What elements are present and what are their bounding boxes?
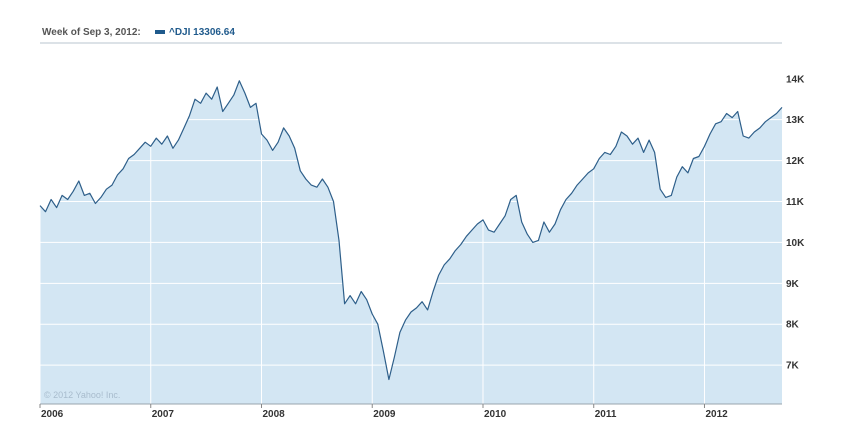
plot-area — [39, 44, 783, 405]
y-tick-label: 10K — [786, 238, 805, 249]
y-tick-label: 12K — [786, 156, 805, 167]
y-tick-label: 8K — [786, 320, 800, 331]
copyright-text: © 2012 Yahoo! Inc. — [44, 390, 120, 400]
legend-swatch — [155, 30, 165, 34]
grid-lines — [39, 44, 782, 404]
x-tick-label: 2012 — [705, 409, 728, 420]
dji-series-line — [39, 80, 783, 381]
x-tick-label: 2006 — [41, 409, 64, 420]
series-legend-label: ^DJI 13306.64 — [169, 27, 235, 38]
x-tick-label: 2009 — [373, 409, 396, 420]
x-tick-label: 2011 — [595, 409, 617, 420]
x-tick-label: 2007 — [152, 409, 175, 420]
y-tick-label: 11K — [786, 197, 805, 208]
y-axis-ticks: 7K 8K 9K 10K 11K 12K 13K 14K — [786, 74, 805, 371]
y-tick-label: 7K — [786, 361, 800, 372]
x-tick-label: 2010 — [484, 409, 507, 420]
week-label: Week of Sep 3, 2012: — [42, 27, 141, 38]
y-tick-label: 13K — [786, 115, 805, 126]
area-fill — [40, 80, 782, 405]
y-tick-label: 14K — [786, 74, 805, 85]
y-tick-label: 9K — [786, 279, 800, 290]
x-axis-ticks: 2006 2007 2008 2009 2010 2011 2012 — [39, 404, 728, 420]
x-tick-label: 2008 — [262, 409, 285, 420]
